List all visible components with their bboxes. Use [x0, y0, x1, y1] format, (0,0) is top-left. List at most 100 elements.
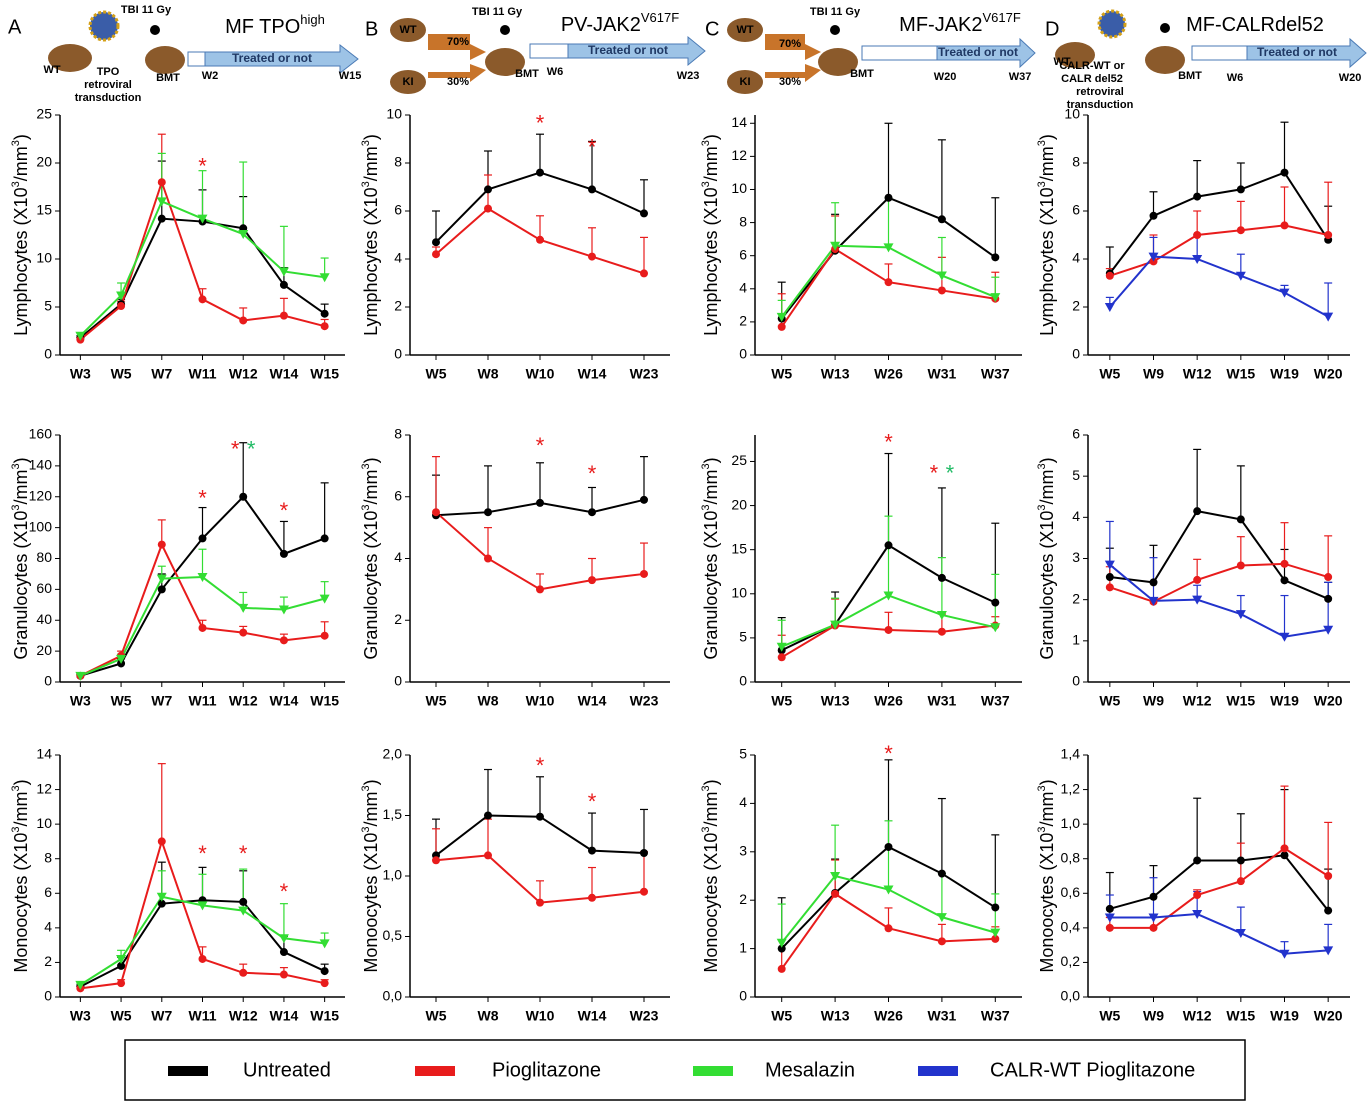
marker	[1193, 507, 1202, 516]
y-tick-label: 2	[1072, 590, 1080, 606]
marker	[777, 653, 786, 662]
marker	[1105, 271, 1114, 280]
y-tick-label: 10	[731, 584, 747, 600]
marker	[1323, 625, 1334, 635]
x-tick-label: W23	[630, 693, 659, 709]
legend-swatch	[415, 1066, 455, 1076]
marker	[319, 594, 330, 604]
x-tick-label: W19	[1270, 693, 1299, 709]
significance: *	[231, 436, 240, 461]
x-tick-label: W26	[874, 693, 903, 709]
y-label-text: /mm	[1037, 469, 1057, 504]
y-axis-label: Granulocytes (X103/mm3)	[10, 457, 31, 659]
y-tick-label: 0,0	[383, 988, 403, 1004]
marker	[1280, 168, 1289, 177]
marker	[320, 631, 329, 640]
y-tick-label: 4	[44, 919, 52, 935]
y-tick-label: 10	[386, 106, 402, 122]
marker	[1105, 904, 1114, 913]
y-tick-label: 1,0	[1061, 815, 1081, 831]
y-tick-label: 2	[739, 891, 747, 907]
y-label-sup: 3	[1036, 785, 1048, 791]
y-tick-label: 12	[731, 147, 747, 163]
panel-letter: A	[8, 16, 22, 38]
y-label-text: Monoocytes (X10	[701, 833, 721, 973]
timeline-start	[187, 51, 206, 67]
marker	[319, 939, 330, 949]
title-text: MF-JAK2	[899, 14, 982, 36]
marker	[884, 625, 893, 634]
diagram-label: retroviral	[1076, 86, 1124, 98]
y-tick-label: 80	[36, 549, 52, 565]
x-tick-label: W15	[310, 693, 339, 709]
marker	[991, 903, 1000, 912]
timeline-arrow	[1246, 37, 1367, 69]
x-tick-label: W5	[1099, 1008, 1120, 1024]
x-tick-label: W8	[478, 366, 499, 382]
x-tick-label: W15	[1226, 366, 1255, 382]
x-tick-label: W5	[426, 693, 447, 709]
x-tick-label: W15	[1226, 693, 1255, 709]
y-tick-label: 2	[394, 611, 402, 627]
y-tick-label: 8	[1072, 154, 1080, 170]
significance: *	[536, 110, 545, 135]
diagram-label: 30%	[447, 76, 469, 88]
marker	[640, 209, 648, 218]
y-label-text: )	[11, 134, 31, 140]
legend-box	[124, 1039, 1246, 1101]
mouse	[818, 48, 858, 76]
marker	[484, 185, 492, 194]
timeline-week: W15	[339, 70, 362, 82]
y-tick-label: 0,5	[383, 927, 403, 943]
y-label-sup: 3	[360, 785, 372, 791]
x-tick-label: W3	[70, 693, 91, 709]
y-tick-label: 6	[44, 884, 52, 900]
marker	[116, 654, 127, 664]
y-label-text: /mm	[361, 146, 381, 181]
diagram-label: BMT	[850, 68, 874, 80]
y-label-text: /mm	[11, 791, 31, 826]
y-label-text: )	[1037, 134, 1057, 140]
y-label-text: /mm	[701, 146, 721, 181]
title-sup: high	[300, 12, 325, 27]
marker	[279, 636, 288, 645]
marker	[1149, 211, 1158, 220]
x-tick-label: W9	[1143, 366, 1164, 382]
y-label-text: Monoocytes (X10	[1037, 833, 1057, 973]
y-tick-label: 1	[1072, 632, 1080, 648]
marker	[536, 235, 544, 244]
marker	[239, 628, 248, 637]
y-tick-label: 10	[36, 815, 52, 831]
marker	[1279, 288, 1290, 298]
y-label-text: Monoocytes (X10	[361, 833, 381, 973]
diagram-label: CALR-WT or	[1059, 60, 1125, 72]
y-tick-label: 2	[1072, 298, 1080, 314]
diagram-label: WT	[399, 24, 416, 36]
marker	[588, 185, 596, 194]
marker	[1149, 892, 1158, 901]
marker	[588, 846, 596, 855]
diagram-label: BMT	[1178, 70, 1202, 82]
marker	[990, 928, 1001, 938]
series-line	[1109, 563, 1329, 638]
timeline-start	[1191, 45, 1248, 61]
marker	[239, 968, 248, 977]
marker	[484, 508, 492, 517]
y-tick-label: 20	[36, 642, 52, 658]
y-axis-label: Lymphocytes (X103/mm3)	[360, 134, 381, 336]
y-tick-label: 1,5	[383, 806, 403, 822]
x-tick-label: W10	[526, 1008, 555, 1024]
x-tick-label: W11	[188, 1008, 216, 1024]
y-tick-label: 6	[1072, 426, 1080, 442]
y-tick-label: 4	[394, 250, 402, 266]
x-tick-label: W31	[928, 366, 957, 382]
significance: *	[536, 753, 545, 778]
x-tick-label: W12	[229, 1008, 258, 1024]
marker	[936, 610, 947, 620]
x-tick-label: W15	[310, 366, 339, 382]
y-tick-label: 4	[1072, 250, 1080, 266]
marker	[1148, 252, 1159, 262]
mouse	[390, 18, 426, 42]
y-label-text: )	[361, 134, 381, 140]
marker	[117, 961, 126, 970]
